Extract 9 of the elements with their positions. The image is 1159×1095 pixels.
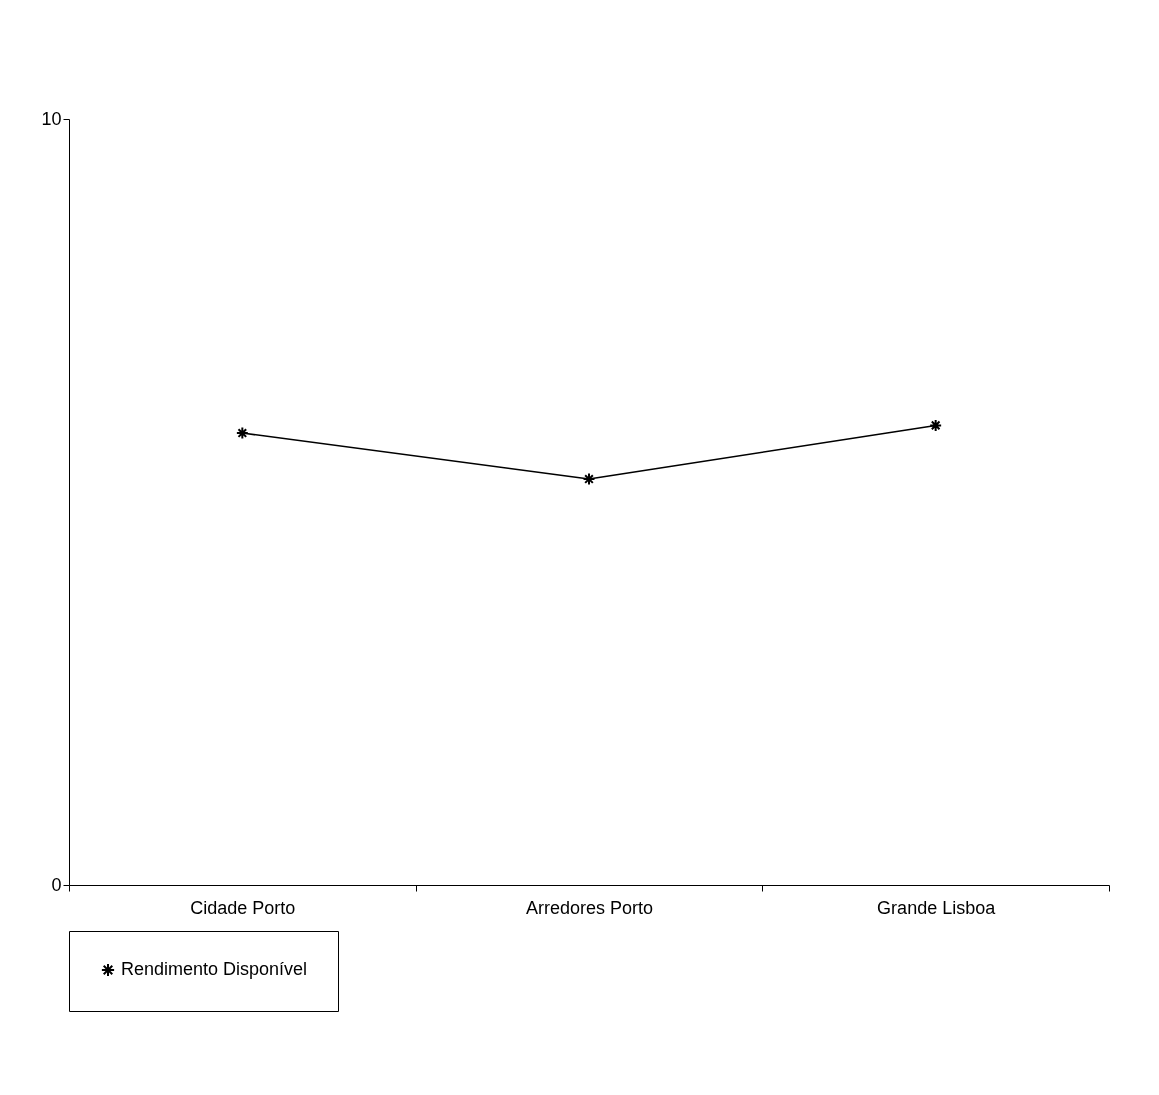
x-tick-label: Cidade Porto <box>190 897 296 918</box>
y-tick-label: 0 <box>51 874 62 895</box>
legend-label: Rendimento Disponível <box>121 959 308 979</box>
point <box>929 418 943 432</box>
point <box>235 426 249 440</box>
point <box>582 472 596 486</box>
x-tick-label: Grande Lisboa <box>877 897 997 918</box>
x-tick-label: Arredores Porto <box>525 897 654 918</box>
y-tick-label: 10 <box>41 108 62 129</box>
